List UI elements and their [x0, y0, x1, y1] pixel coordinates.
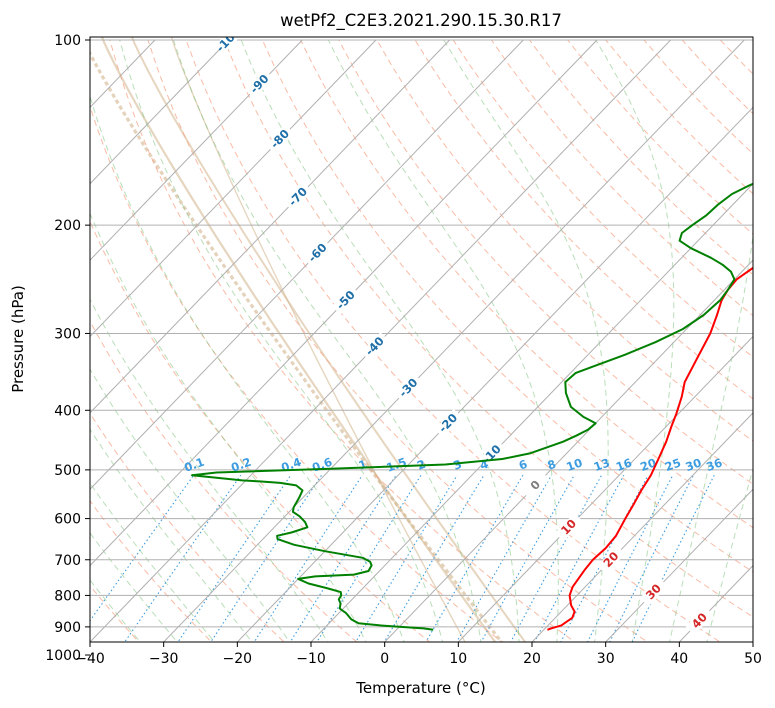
y-tick-label: 200: [54, 218, 81, 234]
isotherm-label-bg: [284, 182, 313, 212]
isotherm: [90, 39, 524, 490]
x-axis-title: Temperature (°C): [355, 679, 485, 697]
background-curve: [90, 50, 504, 642]
y-tick-label: 800: [54, 588, 81, 604]
dry-adiabat: [376, 39, 753, 442]
moist-adiabat: [90, 94, 405, 642]
plot-background: [90, 37, 753, 642]
mixing-ratio-label: 13: [592, 455, 612, 474]
y-axis: 100 200 300 400 500 600 700 800 900 1000: [45, 33, 90, 664]
isotherm-label-bg: [245, 69, 274, 99]
dry-adiabat: [90, 500, 213, 642]
moist-adiabat: [443, 39, 609, 642]
isotherm-label-bg: [554, 513, 583, 542]
isotherm: [604, 488, 753, 642]
y-axis-title: Pressure (hPa): [9, 285, 27, 393]
mixing-ratio-label: 1.5: [384, 455, 408, 475]
moist-adiabat: [90, 428, 253, 642]
moist-adiabat: [90, 298, 329, 642]
mixing-ratio-label: 36: [704, 455, 724, 474]
isotherm-label-bg: [521, 471, 550, 500]
sounding-profiles: [191, 182, 753, 631]
isotherm: [236, 106, 753, 642]
moist-adiabat: [706, 466, 753, 642]
moist-adiabats: [90, 39, 753, 642]
moist-adiabat: [173, 39, 482, 642]
isotherm-label-bg: [434, 409, 463, 438]
x-tick-label: −40: [75, 651, 105, 667]
x-tick-label: −20: [223, 651, 253, 667]
y-tick-label: 700: [54, 553, 81, 569]
x-tick-label: 0: [380, 651, 389, 667]
x-tick-label: 50: [744, 651, 762, 667]
y-tick-label: 900: [54, 620, 81, 636]
y-tick-label: 300: [54, 326, 81, 342]
x-tick-label: 40: [670, 651, 688, 667]
background-curve: [100, 37, 497, 642]
dry-adiabat: [90, 104, 503, 642]
x-tick-label: 10: [449, 651, 467, 667]
dry-adiabat: [109, 39, 576, 642]
isotherm-label-bg: [597, 545, 626, 575]
mixing-ratio-line: [177, 474, 292, 642]
mixing-ratio-label: 25: [663, 455, 683, 474]
plot-frame: [89, 36, 754, 643]
isotherm: [457, 335, 753, 642]
x-tick-label: −10: [296, 651, 326, 667]
y-tick-label: 1000: [45, 648, 81, 664]
mixing-ratio-label: 30: [684, 455, 704, 474]
x-tick-label: 30: [597, 651, 615, 667]
moist-adiabat: [240, 39, 520, 642]
isotherm-label-bg: [266, 124, 295, 154]
mixing-ratio-line: [210, 474, 323, 642]
isotherm-label-bg: [331, 286, 360, 315]
y-tick-label: 100: [54, 33, 81, 49]
isotherm-label-bg: [360, 332, 390, 361]
y-tick-label: 500: [54, 463, 81, 479]
moist-adiabat: [595, 39, 675, 642]
moist-adiabat: [90, 212, 367, 642]
mixing-ratio-label: 16: [614, 455, 634, 474]
y-tick-label: 400: [54, 403, 81, 419]
temperature-profile: [547, 266, 753, 631]
isotherm-label-bg: [394, 373, 423, 403]
dry-adiabat: [338, 39, 753, 485]
moist-adiabat: [327, 39, 559, 642]
isotherm-label-bg: [685, 606, 714, 636]
mixing-ratio-line: [456, 474, 552, 642]
x-tick-label: 20: [523, 651, 541, 667]
isotherm: [383, 259, 753, 642]
moist-adiabat: [119, 39, 444, 642]
isotherm: [90, 39, 450, 414]
moist-adiabat: [90, 368, 291, 642]
moist-adiabat: [669, 233, 753, 642]
isotherm: [90, 39, 303, 261]
mixing-ratio-label: 10: [564, 455, 584, 474]
x-axis: −40 −30 −20 −10 0 10 20 30 40 50: [75, 642, 762, 667]
dry-adiabat: [90, 412, 285, 642]
y-tick-label: 600: [54, 512, 81, 528]
dewpoint-profile: [191, 182, 753, 631]
isotherm: [90, 39, 229, 185]
dry-adiabat: [90, 220, 431, 642]
isotherm: [162, 39, 745, 642]
isotherm-label-bg: [639, 577, 668, 607]
isotherm: [0, 40, 8, 668]
mixing-ratio-label: 0.2: [229, 455, 253, 475]
dry-adiabat: [759, 40, 775, 668]
isotherm: [310, 183, 753, 642]
moist-adiabat: [90, 482, 216, 642]
chart-title: wetPf2_C2E3.2021.290.15.30.R17: [280, 11, 562, 31]
mixing-ratio-label: 0.1: [182, 455, 206, 475]
x-tick-label: −30: [149, 651, 179, 667]
dry-adiabat: [300, 39, 753, 529]
isotherm-label-bg: [303, 238, 332, 268]
isotherm-label-bg: [214, 37, 243, 55]
isotherm: [90, 39, 598, 567]
